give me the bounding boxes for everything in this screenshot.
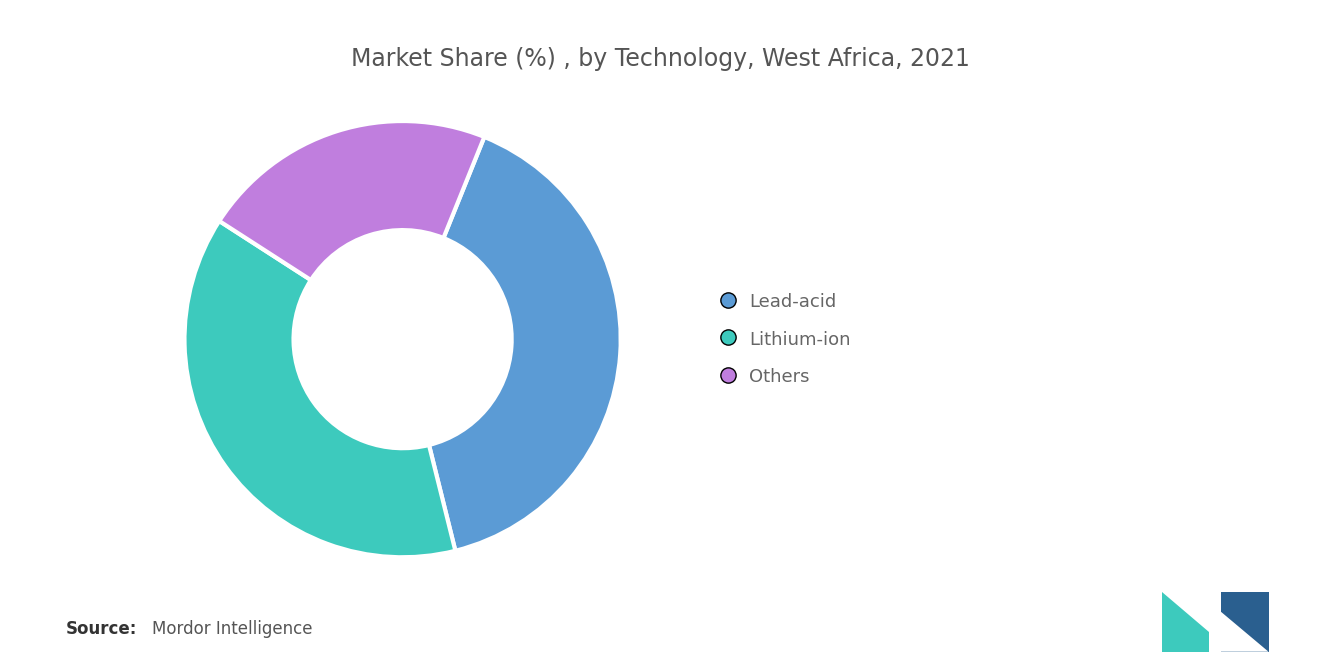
Text: Mordor Intelligence: Mordor Intelligence [152, 620, 313, 638]
Polygon shape [1221, 612, 1269, 652]
Wedge shape [219, 121, 484, 280]
Text: Market Share (%) , by Technology, West Africa, 2021: Market Share (%) , by Technology, West A… [351, 47, 969, 70]
Legend: Lead-acid, Lithium-ion, Others: Lead-acid, Lithium-ion, Others [711, 283, 861, 395]
Polygon shape [1162, 592, 1209, 652]
Polygon shape [1162, 592, 1209, 632]
Wedge shape [429, 137, 620, 551]
Polygon shape [1221, 592, 1269, 652]
Wedge shape [185, 221, 455, 557]
Text: Source:: Source: [66, 620, 137, 638]
